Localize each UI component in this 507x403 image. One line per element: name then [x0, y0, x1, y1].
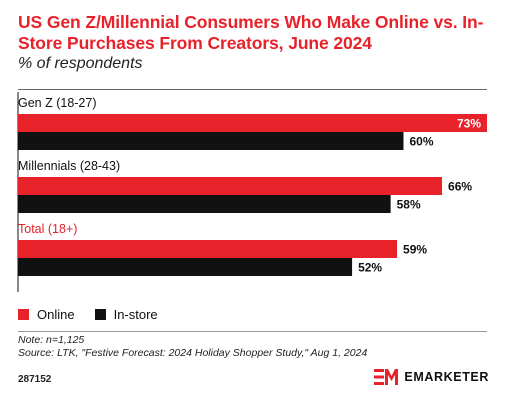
chart-id: 287152	[18, 374, 52, 385]
brand-name: EMARKETER	[404, 370, 489, 384]
category-label: Total (18+)	[18, 222, 77, 236]
bar-online	[18, 240, 398, 258]
legend: Online In-store	[18, 307, 178, 322]
legend-label-online: Online	[37, 307, 75, 322]
bar-online	[18, 177, 443, 195]
emarketer-logo-icon	[374, 369, 399, 385]
top-divider	[18, 89, 487, 90]
legend-swatch-instore	[94, 309, 106, 320]
data-label: 60%	[409, 135, 433, 149]
data-label: 73%	[457, 117, 481, 131]
data-label: 52%	[358, 261, 382, 275]
legend-item-instore: In-store	[94, 307, 158, 322]
bar-instore	[18, 258, 353, 276]
bar-instore	[18, 195, 391, 213]
data-label: 59%	[403, 243, 427, 257]
chart-title: US Gen Z/Millennial Consumers Who Make O…	[18, 12, 484, 53]
category-label: Gen Z (18-27)	[18, 96, 97, 110]
bottom-divider	[18, 331, 487, 332]
bar-instore	[18, 132, 404, 150]
chart-subtitle: % of respondents	[18, 55, 143, 72]
bar-chart: Gen Z (18-27) 73% 60% Millennials (28-43) 66…	[17, 92, 487, 292]
data-label: 66%	[448, 180, 472, 194]
source-text: Source: LTK, "Festive Forecast: 2024 Hol…	[18, 347, 368, 359]
footnote: Note: n=1,125 Source: LTK, "Festive Fore…	[18, 334, 367, 360]
brand-logo: EMARKETER	[374, 369, 489, 385]
legend-label-instore: In-store	[113, 307, 158, 322]
note-text: Note: n=1,125	[18, 334, 85, 346]
bar-online	[18, 114, 487, 132]
data-label: 58%	[397, 198, 421, 212]
legend-swatch-online	[18, 309, 29, 320]
category-label: Millennials (28-43)	[18, 159, 120, 173]
legend-item-online: Online	[18, 307, 75, 322]
